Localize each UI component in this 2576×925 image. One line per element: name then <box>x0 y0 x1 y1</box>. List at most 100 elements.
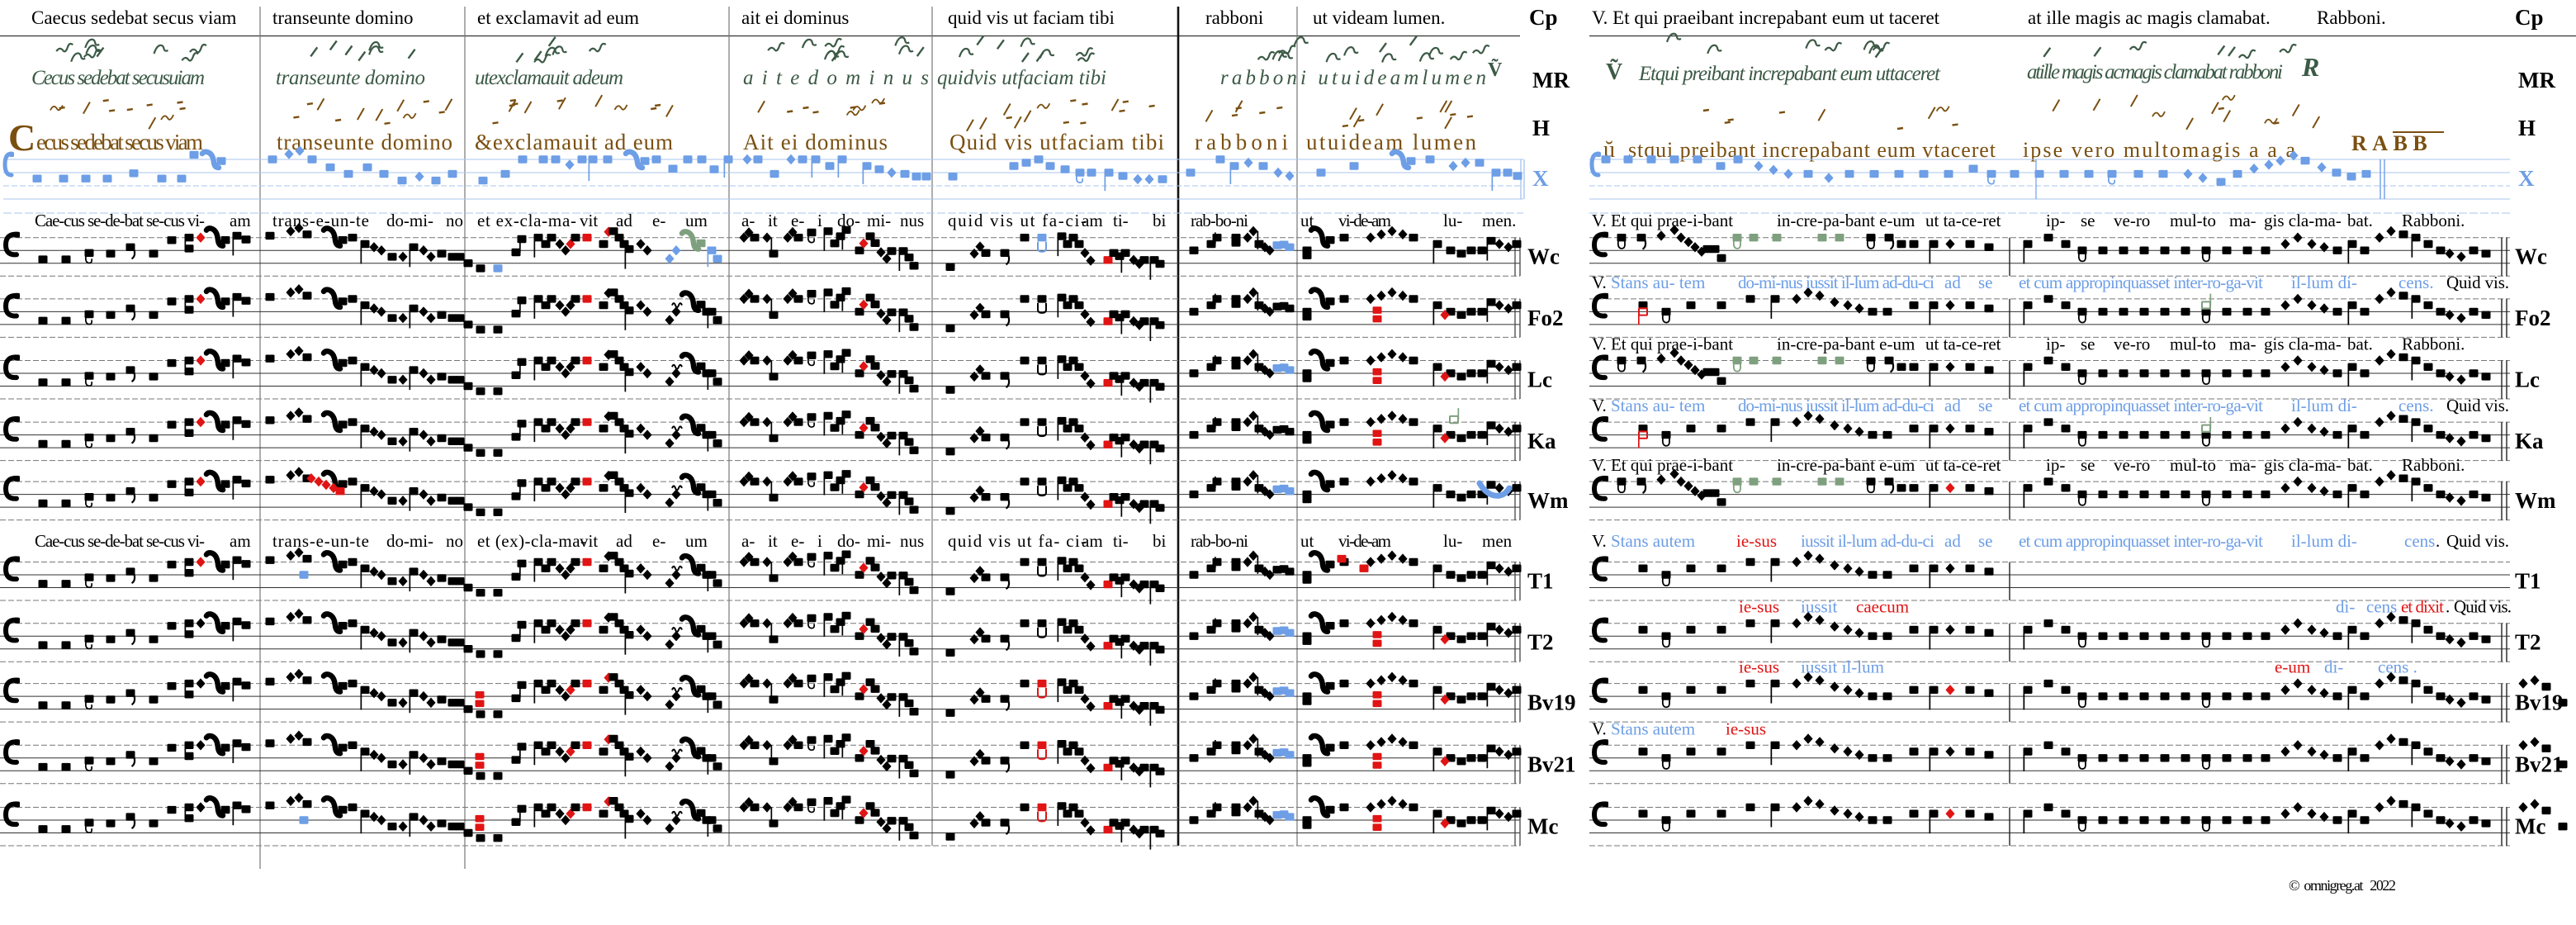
svg-text:ve-ro: ve-ro <box>2114 211 2150 230</box>
svg-text:Cecus sedebat secusuiam: Cecus sedebat secusuiam <box>31 67 205 89</box>
svg-text:gis cla-ma-: gis cla-ma- <box>2264 334 2342 354</box>
svg-text:et cum appropinquasset inter-r: et cum appropinquasset inter-ro-ga-vit <box>2019 396 2263 415</box>
svg-text:men.: men. <box>1482 211 1516 230</box>
svg-text:quidvis utfaciam tibi: quidvis utfaciam tibi <box>937 67 1106 89</box>
svg-text:Quid vis.: Quid vis. <box>2446 273 2509 292</box>
svg-text:iussit: iussit <box>1801 597 1838 617</box>
svg-text:e-: e- <box>652 531 665 551</box>
svg-text:vit: vit <box>580 531 598 551</box>
svg-text:et dixit: et dixit <box>2401 597 2444 617</box>
svg-text:ve-ro: ve-ro <box>2114 334 2150 354</box>
svg-text:utuideam lumen: utuideam lumen <box>1306 130 1477 154</box>
svg-text:um: um <box>685 211 708 230</box>
svg-text:Lc: Lc <box>2515 368 2540 392</box>
svg-text:mi-: mi- <box>867 211 891 230</box>
svg-text:ie-sus: ie-sus <box>1739 657 1779 677</box>
svg-text:V. Et qui prae-i-bant: V. Et qui prae-i-bant <box>1592 334 1733 354</box>
svg-text:Stans autem: Stans autem <box>1611 531 1695 551</box>
svg-text:vi-de-am: vi-de-am <box>1338 531 1391 551</box>
svg-text:ad: ad <box>1944 396 1961 415</box>
svg-text:bi: bi <box>1153 531 1167 551</box>
svg-text:gis cla-ma-: gis cla-ma- <box>2264 211 2342 230</box>
svg-text:Wm: Wm <box>2515 488 2556 513</box>
svg-text:do-mi-nus iussit il-lum ad-du-: do-mi-nus iussit il-lum ad-du-ci <box>1738 396 1934 415</box>
svg-text:vi-de-am: vi-de-am <box>1338 211 1391 230</box>
svg-text:X: X <box>2518 166 2535 191</box>
svg-text:&exclamauit ad eum: &exclamauit ad eum <box>475 130 673 154</box>
svg-text:caecum: caecum <box>1856 597 1909 617</box>
svg-text:gis cla-ma-: gis cla-ma- <box>2264 455 2342 475</box>
svg-text:.: . <box>2436 531 2440 551</box>
svg-text:Stans au- tem: Stans au- tem <box>1611 273 1705 292</box>
svg-text:di-: di- <box>2324 657 2343 677</box>
svg-text:Quid vis utfaciam tibi: Quid vis utfaciam tibi <box>949 130 1164 154</box>
svg-text:Wc: Wc <box>1527 244 1560 269</box>
svg-text:in-cre-pa-bant e-um: in-cre-pa-bant e-um <box>1777 334 1915 354</box>
svg-text:Quid vis.: Quid vis. <box>2454 597 2512 617</box>
svg-text:do-: do- <box>837 531 860 551</box>
svg-text:ie-sus: ie-sus <box>1739 597 1779 617</box>
svg-text:mul-to: mul-to <box>2170 455 2216 475</box>
svg-text:do-mi-: do-mi- <box>386 531 433 551</box>
svg-text:it: it <box>768 211 778 230</box>
svg-text:men: men <box>1482 531 1513 551</box>
svg-text:ad: ad <box>1944 273 1961 292</box>
svg-text:am: am <box>1082 531 1103 551</box>
svg-text:a-: a- <box>741 531 755 551</box>
svg-text:V.: V. <box>1592 273 1607 292</box>
svg-text:T2: T2 <box>2515 630 2541 655</box>
svg-text:nus: nus <box>900 211 924 230</box>
svg-text:se: se <box>2081 334 2095 354</box>
svg-text:in-cre-pa-bant e-um: in-cre-pa-bant e-um <box>1777 455 1915 475</box>
svg-text:ad: ad <box>1944 531 1961 551</box>
svg-text:mul-to: mul-to <box>2170 334 2216 354</box>
svg-text:i: i <box>817 531 822 551</box>
svg-text:T1: T1 <box>2515 569 2541 594</box>
svg-text:T2: T2 <box>1527 630 1554 655</box>
svg-text:ti-: ti- <box>1113 211 1129 230</box>
svg-text:e-: e- <box>652 211 665 230</box>
svg-text:stqui preibant increpabant eu: stqui preibant increpabant eum vtaceret <box>1628 138 1996 162</box>
svg-text:V. Et qui praeibant increpaban: V. Et qui praeibant increpabant eum ut t… <box>1592 7 1940 28</box>
svg-text:mi-: mi- <box>867 531 891 551</box>
svg-text:Rabboni.: Rabboni. <box>2402 334 2465 354</box>
svg-text:no: no <box>446 211 463 230</box>
svg-text:cens: cens <box>2404 531 2435 551</box>
svg-text:et (ex)-cla-ma-: et (ex)-cla-ma- <box>477 531 586 551</box>
svg-text:et ex-cla-ma-: et ex-cla-ma- <box>477 211 576 230</box>
svg-text:Bv19: Bv19 <box>2515 690 2564 715</box>
svg-text:a-: a- <box>741 211 755 230</box>
svg-text:bi: bi <box>1153 211 1167 230</box>
svg-text:Ka: Ka <box>1527 429 1556 453</box>
svg-text:Ka: Ka <box>2515 429 2544 453</box>
svg-text:mul-to: mul-to <box>2170 211 2216 230</box>
svg-text:cens .: cens . <box>2378 657 2417 677</box>
svg-text:ecus sedebat secus viam: ecus sedebat secus viam <box>36 130 203 154</box>
svg-text:.: . <box>2446 597 2450 617</box>
svg-text:nus: nus <box>900 531 924 551</box>
svg-text:V. Et qui prae-i-bant: V. Et qui prae-i-bant <box>1592 211 1733 230</box>
svg-text:ut ta-ce-ret: ut ta-ce-ret <box>1925 211 2001 230</box>
svg-text:di-: di- <box>2336 597 2355 617</box>
svg-text:il-lum di-: il-lum di- <box>2291 531 2357 551</box>
svg-text:ipse vero multomagis a a a: ipse vero multomagis a a a <box>2023 138 2295 162</box>
svg-text:Cae-cus se-de-bat se-cus vi-: Cae-cus se-de-bat se-cus vi- <box>35 211 205 230</box>
svg-text:transeunte domino: transeunte domino <box>272 7 414 28</box>
svg-text:ma-: ma- <box>2229 211 2256 230</box>
svg-text:MR: MR <box>2518 68 2555 92</box>
svg-text:Fo2: Fo2 <box>2515 306 2551 330</box>
svg-text:Cp: Cp <box>1529 5 1558 30</box>
svg-text:Fo2: Fo2 <box>1527 306 1564 330</box>
svg-text:R: R <box>2301 52 2319 82</box>
svg-text:R A B B: R A B B <box>2351 131 2432 155</box>
svg-text:bat.: bat. <box>2347 334 2373 354</box>
svg-text:utexclamauit adeum: utexclamauit adeum <box>475 67 623 89</box>
svg-text:ip-: ip- <box>2046 211 2065 230</box>
svg-text:rab-bo-ni: rab-bo-ni <box>1191 211 1248 230</box>
svg-text:Etqui preibant increpabant eum: Etqui preibant increpabant eum uttaceret <box>1638 63 1941 85</box>
svg-text:cens.: cens. <box>2398 273 2434 292</box>
svg-text:ie-sus: ie-sus <box>1736 531 1777 551</box>
svg-text:ip-: ip- <box>2046 455 2065 475</box>
svg-text:Lc: Lc <box>1527 368 1552 392</box>
svg-text:Mc: Mc <box>2515 814 2545 839</box>
